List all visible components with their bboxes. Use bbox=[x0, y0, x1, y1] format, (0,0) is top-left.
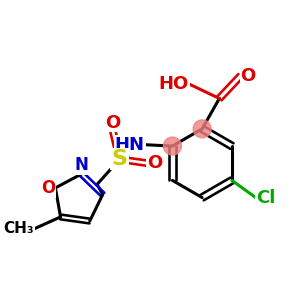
Text: N: N bbox=[74, 156, 88, 174]
Text: HO: HO bbox=[159, 75, 189, 93]
Text: O: O bbox=[241, 67, 256, 85]
Circle shape bbox=[164, 137, 181, 155]
Text: S: S bbox=[112, 149, 127, 169]
Text: CH₃: CH₃ bbox=[4, 221, 34, 236]
Text: O: O bbox=[41, 179, 56, 197]
Text: Cl: Cl bbox=[256, 189, 275, 207]
Text: O: O bbox=[105, 113, 121, 131]
Circle shape bbox=[193, 120, 211, 138]
Text: HN: HN bbox=[115, 136, 145, 154]
Text: O: O bbox=[147, 154, 163, 172]
